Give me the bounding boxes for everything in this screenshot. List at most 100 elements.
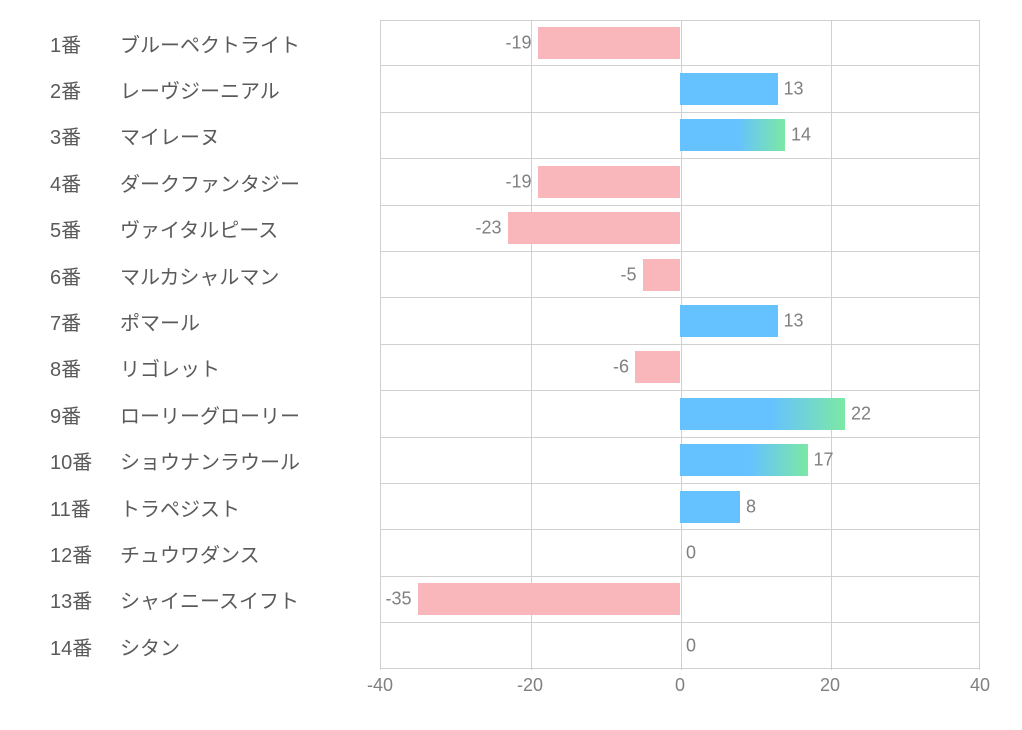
bar-area: 22	[380, 391, 980, 437]
row-name: ヴァイタルピース	[120, 220, 278, 242]
row-name: リゴレット	[120, 359, 220, 381]
row-name: シャイニースイフト	[120, 591, 299, 613]
value-label: 8	[746, 496, 756, 517]
bar	[538, 27, 681, 59]
chart-row: 5番ヴァイタルピース -23	[20, 206, 1002, 252]
bar-area: -35	[380, 577, 980, 623]
row-name: マルカシャルマン	[120, 267, 279, 289]
chart-row: 1番ブルーペクトライト -19	[20, 20, 1002, 66]
row-label: 12番チュウワダンス	[20, 539, 375, 568]
row-name: ダークファンタジー	[120, 174, 300, 196]
bar	[680, 73, 778, 105]
row-number: 4番	[50, 168, 120, 197]
row-label: 11番トラペジスト	[20, 493, 375, 522]
bar-area: -6	[380, 345, 980, 391]
bar	[680, 398, 845, 430]
value-label: -35	[385, 589, 411, 610]
bar-area: 17	[380, 438, 980, 484]
value-label: 14	[791, 125, 811, 146]
row-number: 14番	[50, 632, 120, 661]
chart-row: 2番レーヴジーニアル13	[20, 66, 1002, 112]
row-label: 1番ブルーペクトライト	[20, 29, 375, 58]
x-tick: -40	[367, 675, 393, 696]
value-label: 22	[851, 403, 871, 424]
bar-area: 14	[380, 113, 980, 159]
bar-area: -19	[380, 20, 980, 66]
chart-row: 10番ショウナンラウール 17	[20, 438, 1002, 484]
chart-row: 8番リゴレット -6	[20, 345, 1002, 391]
row-number: 13番	[50, 585, 120, 614]
x-tick: 20	[820, 675, 840, 696]
chart-row: 11番トラペジスト 8	[20, 484, 1002, 530]
row-label: 5番ヴァイタルピース	[20, 214, 375, 243]
value-label: -23	[475, 218, 501, 239]
value-label: -6	[613, 357, 629, 378]
row-number: 6番	[50, 261, 120, 290]
row-label: 2番レーヴジーニアル	[20, 75, 375, 104]
row-name: レーヴジーニアル	[120, 81, 280, 103]
row-name: マイレーヌ	[120, 127, 220, 149]
row-number: 8番	[50, 353, 120, 382]
row-name: チュウワダンス	[120, 545, 260, 567]
value-label: 17	[814, 450, 834, 471]
row-number: 12番	[50, 539, 120, 568]
bar	[680, 444, 808, 476]
value-label: -19	[505, 33, 531, 54]
chart-row: 4番ダークファンタジー -19	[20, 159, 1002, 205]
bar	[643, 259, 681, 291]
x-tick: -20	[517, 675, 543, 696]
row-label: 6番マルカシャルマン	[20, 261, 375, 290]
x-axis: -40-2002040	[380, 675, 980, 705]
row-label: 3番マイレーヌ	[20, 121, 375, 150]
row-label: 14番シタン	[20, 632, 375, 661]
bar-area: 13	[380, 66, 980, 112]
row-name: ショウナンラウール	[120, 452, 300, 474]
bar	[680, 305, 778, 337]
row-label: 4番ダークファンタジー	[20, 168, 375, 197]
chart-row: 9番ローリーグローリー 22	[20, 391, 1002, 437]
row-name: ブルーペクトライト	[120, 35, 300, 57]
value-label: -5	[620, 264, 636, 285]
row-name: シタン	[120, 638, 180, 660]
bar	[418, 583, 681, 615]
value-label: 0	[686, 542, 696, 563]
x-tick: 0	[675, 675, 685, 696]
row-number: 1番	[50, 29, 120, 58]
bar	[538, 166, 681, 198]
bar	[680, 491, 740, 523]
row-number: 10番	[50, 446, 120, 475]
value-label: 13	[784, 311, 804, 332]
row-number: 5番	[50, 214, 120, 243]
bar-area: 0	[380, 623, 980, 669]
row-label: 9番ローリーグローリー	[20, 400, 375, 429]
value-label: -19	[505, 171, 531, 192]
bar-area: 0	[380, 530, 980, 576]
chart-row: 7番ポマール 13	[20, 298, 1002, 344]
bar-area: 8	[380, 484, 980, 530]
row-label: 7番ポマール	[20, 307, 375, 336]
row-number: 11番	[50, 493, 120, 522]
bar	[680, 119, 785, 151]
row-name: ポマール	[120, 313, 200, 335]
chart-row: 14番シタン 0	[20, 623, 1002, 669]
bar-area: -19	[380, 159, 980, 205]
value-label: 0	[686, 635, 696, 656]
row-label: 10番ショウナンラウール	[20, 446, 375, 475]
row-name: トラペジスト	[120, 499, 240, 521]
chart-row: 13番シャイニースイフト -35	[20, 577, 1002, 623]
row-name: ローリーグローリー	[120, 406, 300, 428]
chart-row: 6番マルカシャルマン -5	[20, 252, 1002, 298]
chart-row: 12番チュウワダンス 0	[20, 530, 1002, 576]
row-number: 7番	[50, 307, 120, 336]
rows-container: 1番ブルーペクトライト-192番レーヴジーニアル133番マイレーヌ144番ダーク…	[20, 20, 1002, 669]
bar	[508, 212, 681, 244]
diverging-bar-chart: 1番ブルーペクトライト-192番レーヴジーニアル133番マイレーヌ144番ダーク…	[20, 20, 1002, 710]
bar-area: -23	[380, 206, 980, 252]
row-number: 3番	[50, 121, 120, 150]
x-tick: 40	[970, 675, 990, 696]
bar	[635, 351, 680, 383]
row-label: 13番シャイニースイフト	[20, 585, 375, 614]
bar-area: -5	[380, 252, 980, 298]
chart-row: 3番マイレーヌ 14	[20, 113, 1002, 159]
bar-area: 13	[380, 298, 980, 344]
